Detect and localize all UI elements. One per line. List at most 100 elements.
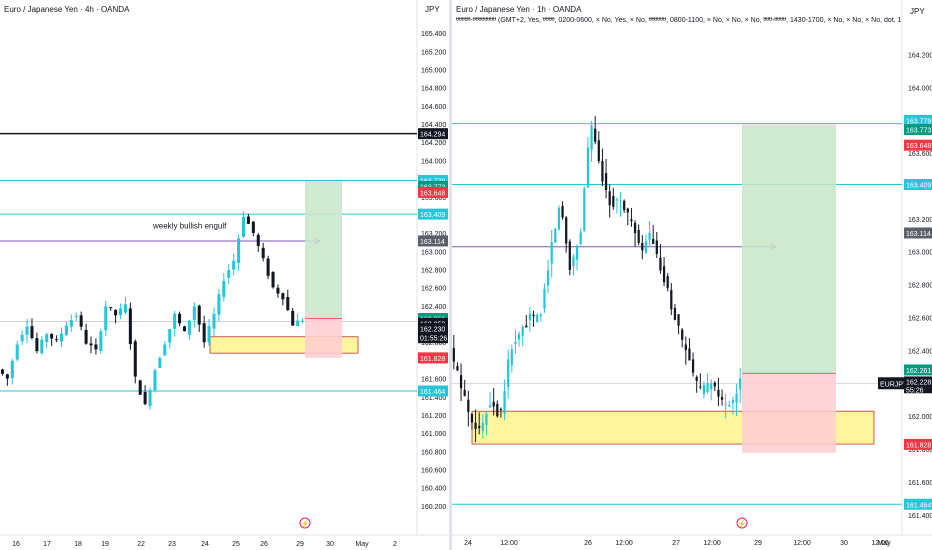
left-y-tick: 162.400 — [421, 304, 446, 311]
left-y-tick: 160.600 — [421, 468, 446, 475]
right-price-tag: 161.464 — [906, 502, 931, 509]
right-candle — [481, 422, 484, 431]
left-price-tag: 163.648 — [420, 190, 445, 197]
right-target-box — [742, 124, 836, 374]
right-candle — [488, 404, 492, 408]
right-price-tag: 163.114 — [906, 231, 931, 238]
left-price-tag: 163.114 — [420, 239, 445, 246]
left-candle — [118, 308, 123, 316]
left-candle — [84, 329, 88, 344]
left-price-tag: 161.828 — [420, 356, 445, 363]
left-candle — [212, 313, 216, 329]
left-price-tag: 162.230 — [420, 327, 445, 334]
left-candle — [138, 380, 142, 395]
left-candle — [182, 326, 187, 332]
left-x-tick: 17 — [43, 541, 51, 548]
right-y-tick: 161.800 — [908, 447, 932, 454]
left-candle — [291, 310, 295, 326]
panel-divider[interactable] — [449, 0, 452, 550]
right-candle — [710, 383, 713, 390]
left-candle — [173, 313, 177, 329]
right-candle — [619, 206, 622, 208]
left-candle — [251, 221, 255, 234]
right-candle — [717, 389, 720, 397]
left-candle — [15, 344, 19, 360]
right-candle — [615, 199, 619, 201]
right-x-tick: 12:00 — [703, 540, 721, 547]
left-annotation: weekly bullish engulf — [152, 222, 227, 231]
right-chart-panel[interactable]: 164.200164.000163.800163.600163.400163.2… — [452, 0, 932, 550]
right-currency-label: JPY — [910, 7, 925, 16]
left-chart-panel[interactable]: 165.400 165.200 165.000 164.800 164.600 164.4… — [0, 0, 449, 550]
right-x-tick: May — [877, 540, 891, 547]
right-candle — [594, 128, 597, 142]
right-candle — [546, 270, 550, 286]
left-candle — [64, 325, 68, 336]
right-bg — [452, 0, 932, 550]
left-price-tag: 161.464 — [420, 389, 445, 396]
right-last-price-bg — [904, 377, 932, 394]
left-price-tag-bg — [418, 352, 448, 364]
right-candle — [608, 191, 611, 206]
right-candle — [641, 243, 644, 251]
right-candle — [536, 314, 539, 322]
right-candle — [691, 359, 695, 373]
right-price-tag-bg — [904, 364, 932, 376]
left-candle — [94, 344, 98, 350]
left-price-tag: 01:55:26 — [420, 336, 447, 343]
right-candle — [528, 313, 532, 321]
right-candle — [670, 290, 673, 310]
left-price-tag-bg — [418, 323, 448, 335]
right-candle — [637, 229, 640, 244]
right-candle — [713, 382, 716, 387]
right-candle — [601, 160, 604, 182]
right-candle — [684, 344, 687, 351]
left-candle — [178, 313, 182, 324]
right-candle — [474, 422, 477, 430]
left-chart-canvas[interactable]: 165.400 165.200 165.000 164.800 164.600 164.4… — [0, 0, 449, 550]
left-candle — [286, 297, 290, 311]
left-candle — [271, 271, 275, 288]
right-candle — [724, 403, 727, 405]
right-lightning-icon — [736, 517, 748, 529]
right-chart-canvas[interactable]: 164.200164.000163.800163.600163.400163.2… — [452, 0, 932, 550]
right-indicator-settings: ᴯᴯᴯᴯᴯ-ᴯᴯᴯᴯᴯᴯᴯᴯ (GMT+2, Yes, ᴯᴯᴯᴯ, 0200-0… — [456, 17, 901, 24]
left-y-tick: 160.200 — [421, 504, 446, 511]
left-price-tag-bg — [418, 332, 448, 344]
left-y-tick: 160.400 — [421, 486, 446, 493]
right-candle — [575, 245, 579, 260]
right-candle — [597, 140, 600, 162]
left-candle — [35, 338, 39, 352]
right-candle — [644, 241, 648, 253]
left-candle — [261, 247, 265, 259]
right-candle — [496, 403, 499, 417]
left-candle — [237, 238, 241, 263]
right-price-tag: 163.409 — [906, 182, 931, 189]
right-candle — [604, 173, 608, 190]
right-y-tick: 164.200 — [908, 52, 932, 59]
left-candle — [50, 333, 54, 339]
left-x-tick: May — [355, 541, 369, 548]
right-y-tick: 162.800 — [908, 283, 932, 290]
right-candle — [648, 232, 651, 240]
left-candle — [232, 260, 236, 270]
left-candle — [114, 309, 118, 316]
left-candle — [79, 315, 83, 327]
right-candle — [652, 238, 655, 245]
right-candle — [452, 348, 455, 362]
right-x-tick: 12:00 — [793, 540, 811, 547]
right-price-tag: 162.261 — [906, 368, 931, 375]
left-x-tick: 30 — [326, 541, 334, 548]
left-price-tag-bg — [418, 180, 448, 192]
right-x-tick: 12:00 — [615, 540, 633, 547]
right-x-tick: 26 — [584, 540, 592, 547]
right-candle — [586, 147, 590, 188]
right-candle — [699, 386, 702, 388]
left-price-tag-bg — [418, 208, 448, 220]
left-x-tick: 2 — [393, 541, 397, 548]
right-candle — [720, 396, 724, 400]
right-y-tick: 162.600 — [908, 315, 932, 322]
right-lightning-glyph: ⚡ — [738, 519, 747, 528]
right-candle — [706, 383, 709, 392]
right-y-tick: 163.000 — [908, 250, 932, 257]
